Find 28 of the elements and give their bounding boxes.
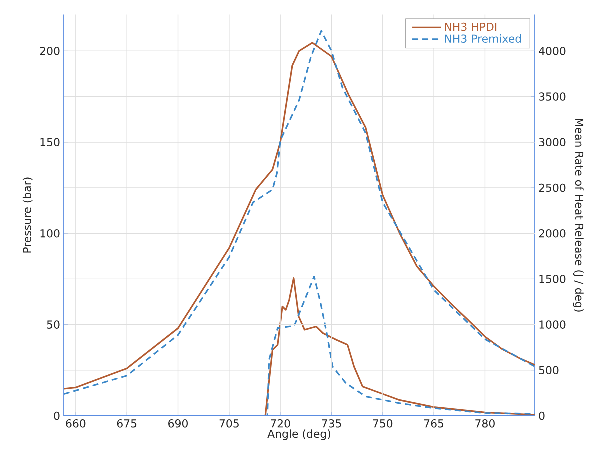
x-tick-label: 720 bbox=[271, 420, 290, 428]
x-axis-title: Angle (deg) bbox=[268, 430, 330, 440]
y-tick-label: 200 bbox=[40, 47, 60, 56]
legend-label: NH3 HPDI bbox=[445, 22, 497, 32]
y2-tick-label: 1000 bbox=[540, 320, 566, 329]
y2-tick-label: 500 bbox=[539, 366, 559, 375]
y-tick-label: 0 bbox=[54, 412, 60, 420]
y2-tick-label: 2500 bbox=[539, 184, 566, 192]
x-tick-label: 780 bbox=[476, 420, 495, 428]
y2-tick-label: 2000 bbox=[539, 229, 566, 238]
y2-tick-label: 0 bbox=[539, 412, 545, 420]
y2-tick-label: 3000 bbox=[539, 138, 566, 147]
y-tick-label: 100 bbox=[40, 229, 60, 238]
y2-axis-title: Mean Rate of Heat Release (J / deg) bbox=[573, 118, 584, 312]
y-tick-label: 150 bbox=[40, 138, 60, 147]
x-tick-label: 750 bbox=[373, 420, 393, 428]
x-tick-label: 660 bbox=[66, 420, 86, 428]
x-tick-label: 765 bbox=[424, 420, 444, 428]
y2-tick-label: 1500 bbox=[540, 275, 566, 284]
x-tick-label: 675 bbox=[117, 420, 137, 428]
y-axis-title: Pressure (bar) bbox=[22, 178, 33, 253]
x-tick-label: 690 bbox=[168, 420, 188, 428]
x-tick-label: 735 bbox=[322, 420, 342, 428]
y2-tick-label: 4000 bbox=[539, 47, 566, 56]
y2-tick-label: 3500 bbox=[539, 92, 566, 101]
y-tick-label: 50 bbox=[47, 320, 60, 329]
legend-label: NH3 Premixed bbox=[445, 34, 522, 43]
x-tick-label: 705 bbox=[220, 420, 239, 428]
